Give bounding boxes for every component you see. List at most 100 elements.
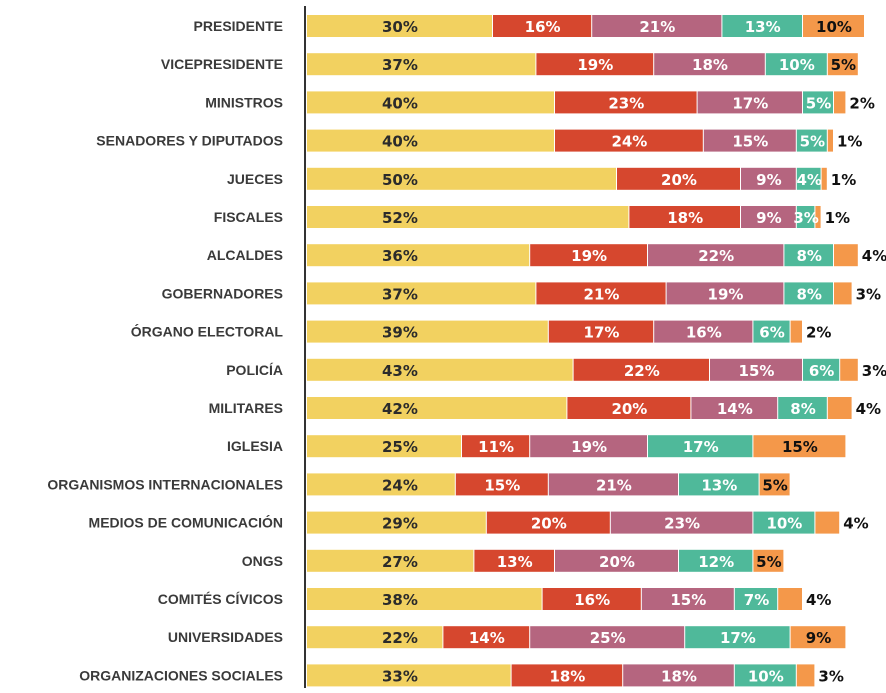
category-label: POLICÍA xyxy=(226,362,283,378)
bar-segment xyxy=(623,664,734,687)
bar-segment xyxy=(765,53,827,76)
category-label: ORGANISMOS INTERNACIONALES xyxy=(47,476,283,492)
bar-segment xyxy=(443,626,530,649)
value-label: 10% xyxy=(779,56,815,74)
value-label: 21% xyxy=(584,285,620,303)
value-label: 33% xyxy=(382,667,418,685)
bar-segment xyxy=(790,626,846,649)
bar-segment xyxy=(629,206,740,228)
category-label: MILITARES xyxy=(209,400,283,416)
value-label: 43% xyxy=(382,362,418,380)
value-label: 1% xyxy=(837,133,862,151)
bar-segment xyxy=(307,167,616,190)
value-label: 15% xyxy=(484,476,520,494)
value-label: 8% xyxy=(796,247,821,265)
bar-segment xyxy=(462,435,530,458)
value-label: 3% xyxy=(856,285,881,303)
value-label: 24% xyxy=(611,133,647,151)
bar-segment xyxy=(834,91,846,114)
bar-segment xyxy=(834,282,852,305)
value-label: 17% xyxy=(683,438,719,456)
value-label: 13% xyxy=(745,18,781,36)
value-label: 5% xyxy=(762,476,787,494)
bar-segment xyxy=(592,15,722,37)
category-label: MINISTROS xyxy=(205,94,283,110)
value-label: 25% xyxy=(382,438,418,456)
bar-segment xyxy=(307,244,530,267)
bar-segment xyxy=(734,588,778,610)
bar-segment xyxy=(803,358,840,381)
category-label: IGLESIA xyxy=(227,438,283,454)
bar-segment xyxy=(691,397,778,419)
bar-segment xyxy=(455,473,548,496)
bar-segment xyxy=(486,511,610,534)
value-label: 19% xyxy=(708,285,744,303)
value-label: 5% xyxy=(800,133,825,151)
bar-segment xyxy=(307,53,536,76)
bar-segment xyxy=(697,91,802,114)
bar-segment xyxy=(753,549,784,572)
bar-segment xyxy=(307,588,542,610)
value-label: 13% xyxy=(497,553,533,571)
value-label: 9% xyxy=(756,171,781,189)
bar-segment xyxy=(796,664,815,687)
bar-segment xyxy=(796,129,827,152)
bar-segment xyxy=(536,282,666,305)
bar-segment xyxy=(827,129,833,152)
value-label: 10% xyxy=(748,667,784,685)
value-label: 18% xyxy=(667,209,703,227)
bar-segment xyxy=(648,244,784,267)
bar-segment xyxy=(530,244,647,267)
bar-segment xyxy=(307,626,443,649)
bar-segment xyxy=(679,473,759,496)
bar-segment xyxy=(307,91,554,114)
bar-segment xyxy=(784,282,833,305)
bar-segment xyxy=(803,15,864,37)
category-label: UNIVERSIDADES xyxy=(168,629,283,645)
value-label: 4% xyxy=(862,247,886,265)
bar-segment xyxy=(734,664,796,687)
value-label: 17% xyxy=(732,94,768,112)
bar-segments xyxy=(307,15,864,687)
bar-segment xyxy=(710,358,802,381)
bar-segment xyxy=(307,358,573,381)
bar-segment xyxy=(784,244,833,267)
bar-segment xyxy=(796,167,821,190)
value-label: 5% xyxy=(806,94,831,112)
bar-segment xyxy=(815,206,821,228)
value-label: 4% xyxy=(796,171,821,189)
category-labels: PRESIDENTE VICEPRESIDENTE MINISTROS SENADOR… xyxy=(47,18,283,683)
category-label: PRESIDENTE xyxy=(194,18,283,34)
bar-segment xyxy=(796,206,815,228)
value-label: 12% xyxy=(698,553,734,571)
value-label: 11% xyxy=(478,438,514,456)
bar-segment xyxy=(542,588,641,610)
value-label: 21% xyxy=(639,18,675,36)
bar-segment xyxy=(803,91,833,114)
value-label: 40% xyxy=(382,94,418,112)
bar-segment xyxy=(648,435,753,458)
value-label: 36% xyxy=(382,247,418,265)
value-label: 8% xyxy=(790,400,815,418)
value-label: 17% xyxy=(720,629,756,647)
value-label: 10% xyxy=(766,515,802,533)
bar-segment xyxy=(821,167,827,190)
value-label: 8% xyxy=(796,285,821,303)
bar-segment xyxy=(840,358,858,381)
value-label: 6% xyxy=(759,324,784,342)
value-label: 18% xyxy=(549,667,585,685)
value-label: 5% xyxy=(756,553,781,571)
category-label: ORGANIZACIONES SOCIALES xyxy=(79,667,283,683)
bar-segment xyxy=(778,588,802,610)
value-label: 20% xyxy=(531,515,567,533)
bar-segment xyxy=(722,15,802,37)
category-label: COMITÉS CÍVICOS xyxy=(158,591,283,607)
bar-segment xyxy=(827,53,858,76)
category-label: ÓRGANO ELECTORAL xyxy=(131,323,284,340)
value-label: 37% xyxy=(382,285,418,303)
bar-segment xyxy=(307,206,629,228)
bar-segment xyxy=(307,664,511,687)
bar-segment xyxy=(654,53,765,76)
bar-segment xyxy=(307,435,461,458)
bar-segment xyxy=(617,167,740,190)
